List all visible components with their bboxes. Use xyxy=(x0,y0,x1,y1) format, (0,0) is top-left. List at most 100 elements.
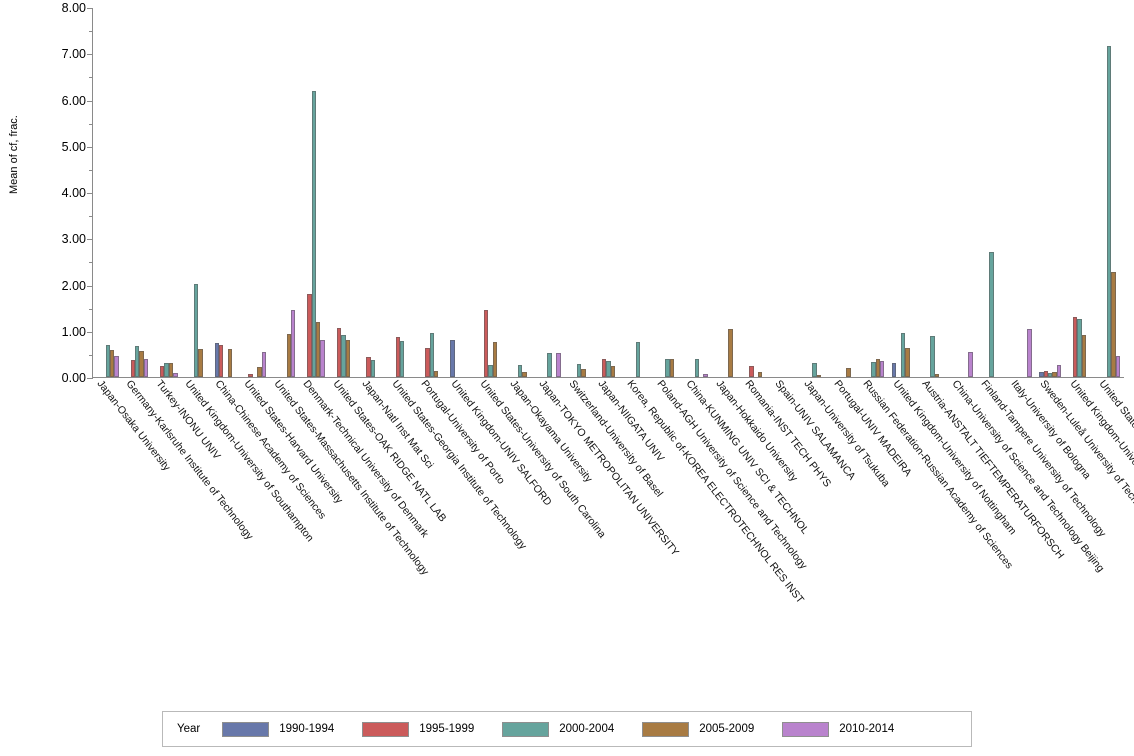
legend-color-swatch xyxy=(642,721,690,737)
y-axis-tick-label: 4.00 xyxy=(61,186,86,200)
legend-item[interactable]: 2005-2009 xyxy=(642,721,755,737)
bar-group xyxy=(299,8,328,377)
legend-item[interactable]: 2000-2004 xyxy=(502,721,615,737)
bar xyxy=(871,362,876,377)
y-axis-tick-mark xyxy=(87,8,93,9)
bar xyxy=(1052,371,1057,377)
bar-group xyxy=(829,8,858,377)
bar-group xyxy=(181,8,210,377)
bar-group xyxy=(859,8,888,377)
bar xyxy=(286,334,292,377)
bar xyxy=(556,352,561,377)
bar xyxy=(880,361,885,377)
bar-group xyxy=(888,8,917,377)
bar-group xyxy=(918,8,947,377)
legend-item[interactable]: 1995-1999 xyxy=(362,721,475,737)
plot-area: 0.00 1.00 2.00 3.00 4.00 5.00 6.00 7.00 8.00 xyxy=(62,1,1124,385)
bar xyxy=(812,362,817,377)
bar xyxy=(968,351,973,377)
bar xyxy=(488,364,493,377)
y-axis-tick-mark xyxy=(87,146,93,148)
bar xyxy=(816,375,822,377)
bar-group xyxy=(1094,8,1123,377)
bar-group xyxy=(122,8,151,377)
bar xyxy=(214,342,219,377)
bar xyxy=(1115,356,1121,377)
bar-group xyxy=(564,8,593,377)
bar xyxy=(1043,371,1049,377)
y-axis-tick-mark xyxy=(87,285,93,287)
y-axis-minor-tick-mark xyxy=(89,262,93,264)
bar xyxy=(345,340,350,377)
bar xyxy=(1073,317,1078,377)
bar xyxy=(1056,364,1062,377)
bar xyxy=(160,365,165,377)
bar xyxy=(601,359,607,377)
bar xyxy=(669,358,674,377)
bar xyxy=(320,339,325,377)
bar-group xyxy=(505,8,534,377)
y-axis-tick-label: 8.00 xyxy=(61,1,86,15)
bar-group xyxy=(476,8,505,377)
legend-item[interactable]: 2010-2014 xyxy=(782,721,895,737)
legend-item-label: 2000-2004 xyxy=(559,723,615,735)
bar xyxy=(930,336,935,377)
legend-item-label: 1990-1994 xyxy=(279,723,335,735)
bar-group xyxy=(329,8,358,377)
bar xyxy=(130,359,135,377)
bar-group xyxy=(93,8,122,377)
bar-group xyxy=(535,8,564,377)
bar xyxy=(218,345,224,377)
bar-group xyxy=(977,8,1006,377)
bar-group xyxy=(741,8,770,377)
legend-item-label: 2010-2014 xyxy=(839,723,895,735)
bar xyxy=(433,370,439,377)
bar xyxy=(341,334,346,377)
y-axis-tick-mark xyxy=(87,239,93,241)
bar xyxy=(1039,372,1044,377)
bar xyxy=(336,327,342,377)
legend-item[interactable]: 1990-1994 xyxy=(222,721,335,737)
bar-group xyxy=(417,8,446,377)
bar xyxy=(395,337,401,377)
y-axis-minor-tick-mark xyxy=(89,123,93,125)
legend-item-label: 1995-1999 xyxy=(419,723,475,735)
y-axis-tick-label: 6.00 xyxy=(61,93,86,108)
bar-group xyxy=(947,8,976,377)
y-axis-tick-mark xyxy=(87,193,93,194)
legend-items: 1990-1994 1995-1999 2000-2004 2005-2009 2010… xyxy=(222,721,922,737)
bar xyxy=(193,283,199,377)
bar xyxy=(492,341,498,377)
bar-group xyxy=(653,8,682,377)
bar xyxy=(366,356,371,377)
legend-item-label: 2005-2009 xyxy=(699,723,755,735)
bar xyxy=(606,360,611,377)
bar-group xyxy=(446,8,475,377)
bar xyxy=(581,369,586,377)
bar xyxy=(547,353,552,377)
y-axis-minor-tick-mark xyxy=(89,308,93,310)
bar xyxy=(1106,46,1112,377)
bar-group xyxy=(270,8,299,377)
legend-title: Year xyxy=(177,723,201,735)
bar xyxy=(846,368,851,377)
bar xyxy=(1111,271,1116,377)
y-axis-minor-tick-mark xyxy=(89,31,93,33)
bar xyxy=(484,309,489,377)
bar xyxy=(665,358,670,377)
bar xyxy=(429,332,434,377)
x-axis-labels: Japan-Osaka University Germany-Karlsruhe … xyxy=(92,378,1134,678)
bar-group xyxy=(358,8,387,377)
bar xyxy=(1081,335,1087,377)
bar xyxy=(105,344,110,377)
y-axis-tick-label: 2.00 xyxy=(61,278,86,293)
bar-group xyxy=(1036,8,1065,377)
bar xyxy=(164,363,169,377)
bar xyxy=(757,371,763,377)
y-axis-tick-label: 1.00 xyxy=(61,324,86,339)
y-axis-tick-label: 7.00 xyxy=(61,47,86,62)
bar xyxy=(934,373,939,377)
bar xyxy=(400,340,405,377)
y-axis-minor-tick-mark xyxy=(89,216,93,218)
